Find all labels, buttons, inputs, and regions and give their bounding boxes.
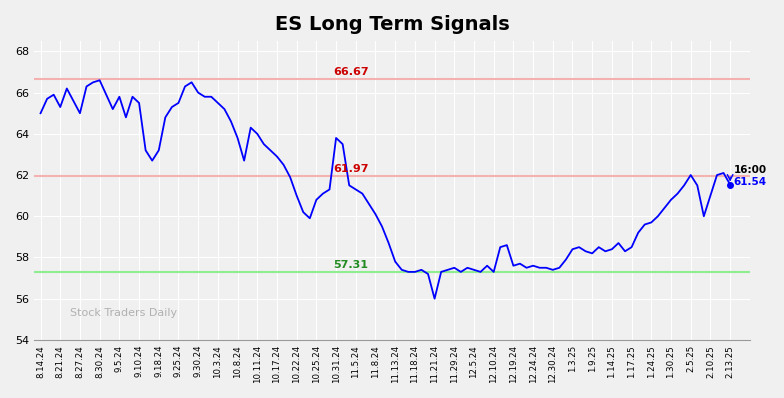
Text: 61.54: 61.54 xyxy=(733,178,767,187)
Text: 61.97: 61.97 xyxy=(333,164,368,174)
Title: ES Long Term Signals: ES Long Term Signals xyxy=(274,15,510,34)
Text: 16:00: 16:00 xyxy=(733,165,767,175)
Text: 57.31: 57.31 xyxy=(333,259,368,269)
Text: Stock Traders Daily: Stock Traders Daily xyxy=(70,308,177,318)
Text: 66.67: 66.67 xyxy=(333,67,368,77)
